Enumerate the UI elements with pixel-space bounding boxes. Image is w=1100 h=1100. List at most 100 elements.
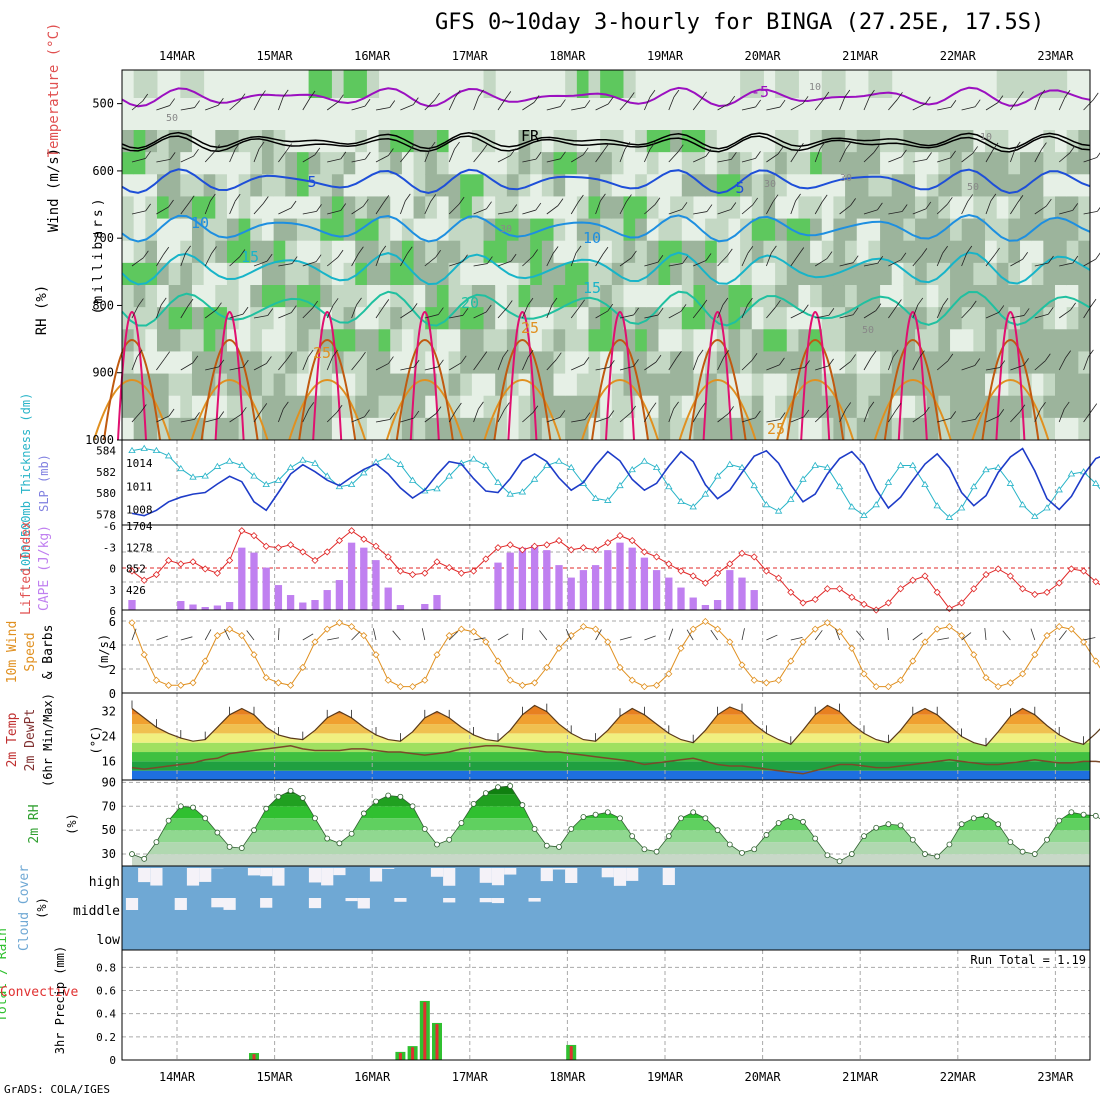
rh-shading-cell xyxy=(565,262,578,286)
wind-barb-flag xyxy=(1096,152,1100,158)
rh-shading-cell xyxy=(623,70,636,98)
rh-shading-cell xyxy=(320,395,333,419)
rh-shading-cell xyxy=(915,417,928,441)
date-label-bottom: 20MAR xyxy=(745,1070,782,1084)
rh-shading-cell xyxy=(308,240,321,264)
wind-barb-flag xyxy=(482,143,488,152)
rh-shading-cell xyxy=(483,351,496,375)
rh-shading-cell xyxy=(1031,70,1044,98)
rh-shading-cell xyxy=(133,174,146,197)
rh-ylabel-a: 2m RH xyxy=(27,804,42,843)
cloud-high-gap xyxy=(613,868,627,886)
rh-shading-cell xyxy=(530,196,543,220)
wind-speed-line-point xyxy=(1043,631,1051,640)
thickness-line-point xyxy=(774,507,783,514)
thickness-line-point xyxy=(469,455,478,462)
rh-shading-cell xyxy=(261,395,275,419)
wind-tick-label: 2 xyxy=(109,663,116,677)
rh-shading-cell xyxy=(833,130,846,153)
surface-wind-barb xyxy=(392,630,401,641)
rh-shading-cell xyxy=(926,417,939,441)
wind-barb-flag xyxy=(869,89,875,98)
rh-shading-cell xyxy=(448,395,461,419)
cape-bar xyxy=(323,590,331,610)
rh-shading-cell xyxy=(751,262,764,286)
cape-bar xyxy=(189,604,197,610)
wind-barb-flag xyxy=(926,152,932,160)
cloud-mid-gap xyxy=(174,898,187,910)
rh-shading-cell xyxy=(191,373,205,397)
wind-barb xyxy=(790,367,805,371)
rh-shading-cell xyxy=(331,417,345,441)
rh-shading-cell xyxy=(518,218,531,242)
rh-shading-cell xyxy=(856,329,869,352)
wind-speed-line-point xyxy=(201,657,209,665)
wind-barb xyxy=(375,107,390,111)
rh-shading-cell xyxy=(996,152,1009,175)
thickness-line-point xyxy=(665,482,673,490)
rh-shading-cell xyxy=(250,373,263,397)
wind-barb-flag xyxy=(950,100,957,108)
wind-barb-flag xyxy=(358,246,364,254)
temp-band xyxy=(132,742,1090,753)
rh-shading-cell xyxy=(133,285,146,308)
rh-shading-cell xyxy=(903,152,916,175)
lifted-index-line-point xyxy=(262,542,270,550)
thickness-line-point xyxy=(616,481,624,489)
lifted-index-line-point xyxy=(1043,588,1051,596)
wind-barb-flag xyxy=(583,357,590,365)
rh-shading-cell xyxy=(891,307,904,330)
rh-shading-cell xyxy=(180,351,193,375)
temp-ylabel-a: 2m Temp xyxy=(5,712,20,767)
rh-shading-cell xyxy=(588,307,601,330)
wind-barb-flag xyxy=(917,297,924,306)
rh-shading-cell xyxy=(553,152,566,175)
lifted-index-line-point xyxy=(311,556,319,564)
wind-barb xyxy=(570,306,580,319)
wind-barb xyxy=(619,201,627,215)
rh-shading-cell xyxy=(343,285,356,308)
wind-barb xyxy=(790,311,804,319)
wind-tick-label: 0 xyxy=(109,687,116,701)
rh-shading-cell xyxy=(448,285,461,308)
rh-shading-cell xyxy=(868,240,881,264)
wind-barb xyxy=(546,253,554,267)
wind-barb-flag xyxy=(209,193,216,202)
thickness-line-point xyxy=(957,504,966,511)
temp-band xyxy=(132,705,1090,715)
surface-wind-barb xyxy=(644,635,656,641)
wind-barb-flag xyxy=(532,405,539,413)
wind-barb xyxy=(668,358,677,371)
rh-shading-cell xyxy=(436,196,450,220)
temp-band xyxy=(132,714,1090,725)
rh-shading-cell xyxy=(250,174,263,197)
rh-line-point xyxy=(629,833,636,840)
rh-shading-cell xyxy=(518,395,531,419)
wind-speed-line-point xyxy=(579,623,587,631)
lifted-index-line-point xyxy=(226,556,234,564)
rh-shading-cell xyxy=(611,240,624,264)
rh-shading-cell xyxy=(763,351,776,375)
lifted-index-line-point xyxy=(665,560,673,568)
wind-barb xyxy=(302,307,313,319)
rh-shading-cell xyxy=(915,152,928,175)
rh-shading-cell xyxy=(366,262,380,286)
surface-wind-barb xyxy=(619,636,632,641)
contour-label: -5 xyxy=(751,83,769,101)
wind-barb-flag xyxy=(138,298,144,306)
date-label-bottom: 18MAR xyxy=(549,1070,586,1084)
cloud-high-gap xyxy=(321,868,334,886)
lifted-index-line-point xyxy=(360,535,368,543)
thickness-line-point xyxy=(762,501,771,508)
wind-barb-flag xyxy=(234,141,241,150)
wind-barb-flag xyxy=(240,407,247,415)
wind-barb xyxy=(1059,262,1073,267)
wind-barb-flag xyxy=(1069,145,1076,154)
rh-shading-cell xyxy=(553,417,566,441)
rh-shading-cell xyxy=(320,70,333,98)
wind-barb xyxy=(717,102,730,111)
rh-shading-cell xyxy=(448,307,461,330)
rh-shading-cell xyxy=(611,70,624,98)
rh-shading-cell xyxy=(1055,417,1068,441)
rh-shading-cell xyxy=(331,285,345,308)
